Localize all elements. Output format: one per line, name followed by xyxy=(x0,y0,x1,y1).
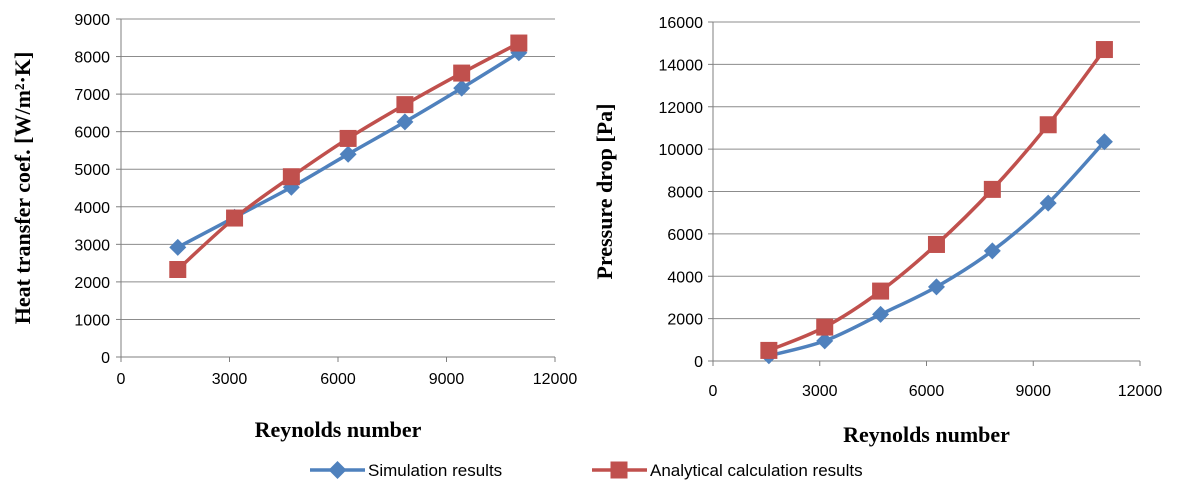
data-point-simulation xyxy=(453,79,471,97)
y-tick-label: 4000 xyxy=(74,200,110,217)
data-point-analytical xyxy=(1095,41,1113,59)
y-tick-label: 14000 xyxy=(659,57,704,74)
data-point-analytical xyxy=(282,168,300,186)
y-axis-title: Heat transfer coef. [W/m²·K] xyxy=(10,52,35,325)
x-tick-label: 0 xyxy=(709,383,718,400)
y-tick-label: 4000 xyxy=(667,269,703,286)
data-point-analytical xyxy=(510,34,528,52)
x-tick-label: 9000 xyxy=(429,371,465,388)
y-tick-label: 0 xyxy=(101,350,110,367)
chart-panel-1: 0 1000 2000 3000 4000 5000 6000 7000 8000 9000 0 30… xyxy=(10,12,577,442)
y-tick-label: 1000 xyxy=(74,312,110,329)
legend-label-simulation: Simulation results xyxy=(368,461,502,480)
y-tick-label: 0 xyxy=(694,354,703,371)
x-tick-label: 12000 xyxy=(533,371,578,388)
y-tick-label: 9000 xyxy=(74,12,110,29)
data-point-analytical xyxy=(816,318,834,336)
y-tick-label: 3000 xyxy=(74,237,110,254)
data-point-simulation xyxy=(339,145,357,163)
data-point-analytical xyxy=(872,282,890,300)
y-tick-label: 2000 xyxy=(667,312,703,329)
y-tick-label: 2000 xyxy=(74,275,110,292)
x-tick-label: 6000 xyxy=(320,371,356,388)
series-line-analytical xyxy=(768,48,1106,353)
y-tick-label: 16000 xyxy=(659,15,704,32)
data-point-simulation xyxy=(1095,133,1113,151)
data-point-analytical xyxy=(226,209,244,227)
data-point-simulation xyxy=(983,242,1001,260)
y-axis-title: Pressure drop [Pa] xyxy=(592,104,617,280)
data-point-analytical xyxy=(927,235,945,253)
data-point-analytical xyxy=(339,129,357,147)
y-tick-label: 12000 xyxy=(659,100,704,117)
y-tick-label: 8000 xyxy=(667,185,703,202)
legend-marker-diamond xyxy=(328,461,347,479)
data-point-simulation xyxy=(169,238,187,256)
y-tick-label: 7000 xyxy=(74,87,110,104)
data-point-analytical xyxy=(983,180,1001,198)
legend-marker-square xyxy=(610,461,628,479)
x-axis-title: Reynolds number xyxy=(255,417,422,442)
data-point-analytical xyxy=(1039,116,1057,134)
data-point-analytical xyxy=(396,96,414,114)
data-point-simulation xyxy=(872,305,890,323)
data-point-simulation xyxy=(816,332,834,350)
y-tick-label: 8000 xyxy=(74,50,110,67)
data-point-simulation xyxy=(396,113,414,131)
x-tick-label: 6000 xyxy=(909,383,945,400)
x-tick-label: 3000 xyxy=(802,383,838,400)
data-point-analytical xyxy=(760,341,778,359)
chart-panel-2: 0 2000 4000 6000 8000 10000 12000 14000 16000 0 30… xyxy=(592,15,1162,447)
data-point-analytical xyxy=(453,64,471,82)
data-point-analytical xyxy=(169,260,187,278)
data-point-simulation xyxy=(1039,194,1057,212)
x-tick-label: 0 xyxy=(117,371,126,388)
data-point-simulation xyxy=(927,278,945,296)
y-tick-label: 10000 xyxy=(659,142,704,159)
y-tick-label: 6000 xyxy=(74,125,110,142)
x-tick-label: 12000 xyxy=(1118,383,1163,400)
legend: Simulation results Analytical calculatio… xyxy=(310,461,863,480)
x-axis-title: Reynolds number xyxy=(843,422,1010,447)
legend-label-analytical: Analytical calculation results xyxy=(650,461,863,480)
y-tick-label: 6000 xyxy=(667,227,703,244)
x-tick-label: 3000 xyxy=(212,371,248,388)
x-tick-label: 9000 xyxy=(1015,383,1051,400)
y-tick-label: 5000 xyxy=(74,162,110,179)
